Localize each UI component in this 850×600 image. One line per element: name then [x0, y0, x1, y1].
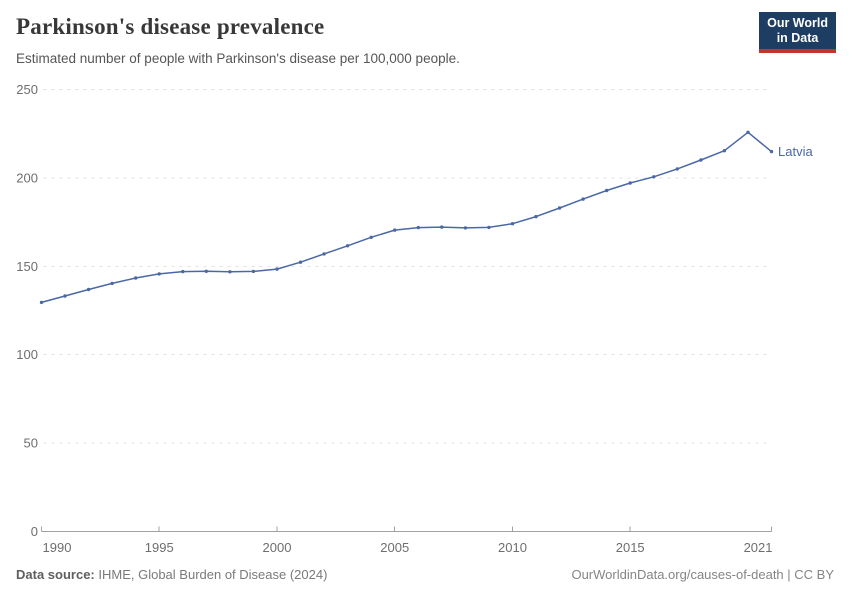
- x-tick-label: 2015: [616, 540, 645, 555]
- data-point: [275, 267, 279, 271]
- data-point: [581, 197, 585, 201]
- y-tick-label: 100: [16, 347, 38, 362]
- page-subtitle: Estimated number of people with Parkinso…: [16, 51, 460, 66]
- data-point: [228, 270, 232, 274]
- data-point: [510, 222, 515, 226]
- data-point: [746, 130, 750, 134]
- data-point: [157, 272, 161, 276]
- x-tick-label: 1995: [145, 540, 174, 555]
- series-line: [40, 131, 773, 304]
- data-source-label: Data source:: [16, 567, 95, 582]
- data-point: [675, 167, 679, 171]
- data-point: [463, 226, 468, 230]
- x-tick-label: 2000: [263, 540, 292, 555]
- data-point: [181, 269, 185, 274]
- data-point: [110, 281, 114, 286]
- credit-link[interactable]: OurWorldinData.org/causes-of-death | CC …: [571, 567, 834, 582]
- data-point: [769, 149, 774, 154]
- data-point: [652, 175, 656, 179]
- x-tick-label: 2005: [380, 540, 409, 555]
- chart-footer: Data source: IHME, Global Burden of Dise…: [16, 567, 834, 582]
- data-point: [322, 252, 326, 256]
- data-source: Data source: IHME, Global Burden of Dise…: [16, 567, 327, 582]
- data-point: [628, 181, 632, 185]
- y-tick-label: 0: [31, 524, 38, 539]
- page-title: Parkinson's disease prevalence: [16, 14, 325, 39]
- data-point: [487, 225, 491, 230]
- data-point: [416, 225, 420, 230]
- data-point: [345, 244, 350, 248]
- data-point: [534, 214, 538, 219]
- data-point: [298, 260, 303, 264]
- data-point: [369, 235, 373, 239]
- owid-logo-line2: in Data: [776, 31, 819, 45]
- data-point: [134, 276, 138, 280]
- x-tick-label: 2010: [498, 540, 527, 555]
- owid-logo-line1: Our World: [767, 16, 828, 30]
- y-tick-label: 250: [16, 82, 38, 97]
- data-point: [557, 206, 562, 210]
- owid-logo[interactable]: Our World in Data: [759, 12, 836, 53]
- y-tick-label: 150: [16, 259, 38, 274]
- data-point: [605, 188, 609, 193]
- data-point: [722, 149, 727, 153]
- data-point: [204, 269, 208, 273]
- data-point: [699, 158, 703, 162]
- y-tick-label: 200: [16, 170, 38, 185]
- data-point: [39, 300, 44, 305]
- series-end-label[interactable]: Latvia: [778, 144, 813, 159]
- data-point: [440, 225, 444, 229]
- y-tick-label: 50: [24, 436, 38, 451]
- x-tick-label: 1990: [43, 540, 72, 555]
- data-point: [86, 287, 91, 292]
- x-tick-label: 2021: [744, 540, 773, 555]
- data-point: [393, 228, 397, 232]
- data-source-value: IHME, Global Burden of Disease (2024): [98, 567, 328, 582]
- data-point: [251, 269, 256, 274]
- data-point: [63, 294, 67, 298]
